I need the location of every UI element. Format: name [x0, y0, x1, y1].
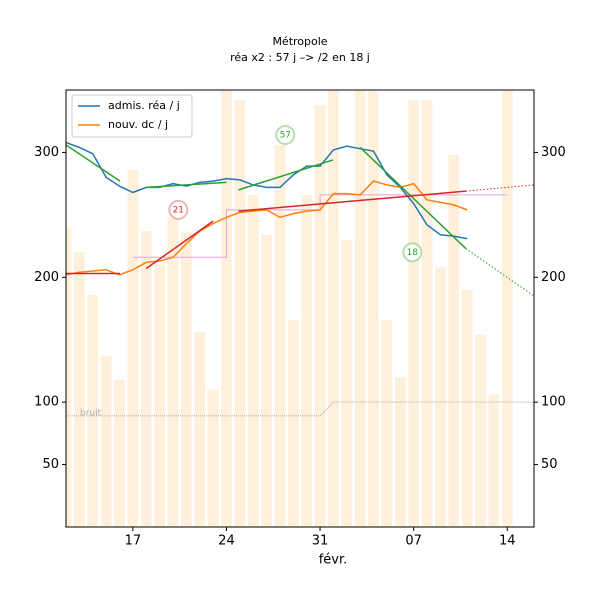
y2-tick-label: 300: [541, 145, 566, 160]
legend-label: admis. réa / j: [108, 99, 180, 112]
plot-area: [66, 90, 534, 527]
y-tick-label: 300: [34, 145, 59, 160]
y2-tick-label: 200: [541, 270, 566, 285]
bar: [448, 154, 460, 527]
bar: [167, 217, 179, 527]
annotation-circle: [275, 124, 296, 145]
x-tick-label: 31: [312, 534, 329, 549]
annotation-circle: [402, 242, 423, 263]
bar: [328, 90, 339, 527]
bar: [368, 91, 379, 527]
noise-label: bruit: [80, 408, 102, 418]
annotation-text: 18: [407, 248, 419, 258]
y-tick-label: 100: [34, 395, 59, 410]
trend-line: [146, 181, 227, 189]
trend-line: [145, 220, 214, 270]
bar: [421, 99, 433, 527]
y2-tick-label: 50: [541, 457, 558, 472]
trend-line: [465, 184, 534, 192]
series-line: [66, 141, 468, 240]
bar: [221, 90, 232, 527]
bar: [394, 377, 406, 527]
bar: [408, 99, 420, 527]
bar: [287, 319, 299, 527]
x-tick-label: 17: [125, 534, 142, 549]
bar: [87, 294, 99, 527]
bar: [501, 90, 513, 527]
bar: [180, 232, 192, 527]
bar: [154, 264, 165, 527]
bar: [488, 394, 500, 527]
bar: [234, 99, 246, 527]
annotation-circle: [168, 199, 189, 220]
trend-line: [465, 248, 534, 297]
legend-box: [71, 94, 193, 138]
bar: [74, 252, 85, 527]
bar: [475, 334, 486, 527]
y2-tick-label: 100: [541, 395, 566, 410]
bar: [66, 227, 72, 527]
bar: [301, 194, 313, 527]
bar: [261, 234, 272, 527]
step-line: [132, 194, 508, 258]
x-tick-label: 24: [218, 534, 235, 549]
y-tick-label: 50: [42, 457, 59, 472]
chart-title: Métropole: [272, 35, 327, 48]
x-tick-label: 07: [405, 534, 422, 549]
bar: [435, 267, 446, 527]
chart-subtitle: réa x2 : 57 j –> /2 en 18 j: [230, 51, 370, 64]
bar: [461, 289, 473, 527]
series-line: [66, 180, 468, 276]
trend-line: [66, 144, 121, 182]
annotation-text: 57: [280, 130, 291, 140]
bar: [140, 231, 152, 527]
plot-frame: [65, 89, 535, 528]
bar: [100, 355, 112, 527]
x-tick-label: 14: [499, 534, 516, 549]
bar: [114, 379, 125, 527]
bar: [207, 389, 219, 527]
legend-label: nouv. dc / j: [108, 118, 168, 131]
trend-line: [359, 146, 467, 250]
trend-line: [238, 159, 334, 191]
bar: [247, 194, 259, 527]
bar: [381, 319, 393, 527]
bar: [354, 90, 366, 527]
bar: [314, 104, 326, 527]
x-axis-label: févr.: [319, 553, 348, 568]
y-tick-label: 200: [34, 270, 59, 285]
bar: [127, 169, 139, 527]
annotation-text: 21: [173, 205, 184, 215]
trend-line: [238, 190, 466, 212]
bar: [194, 332, 206, 527]
bar: [341, 239, 353, 527]
bar: [274, 144, 286, 527]
